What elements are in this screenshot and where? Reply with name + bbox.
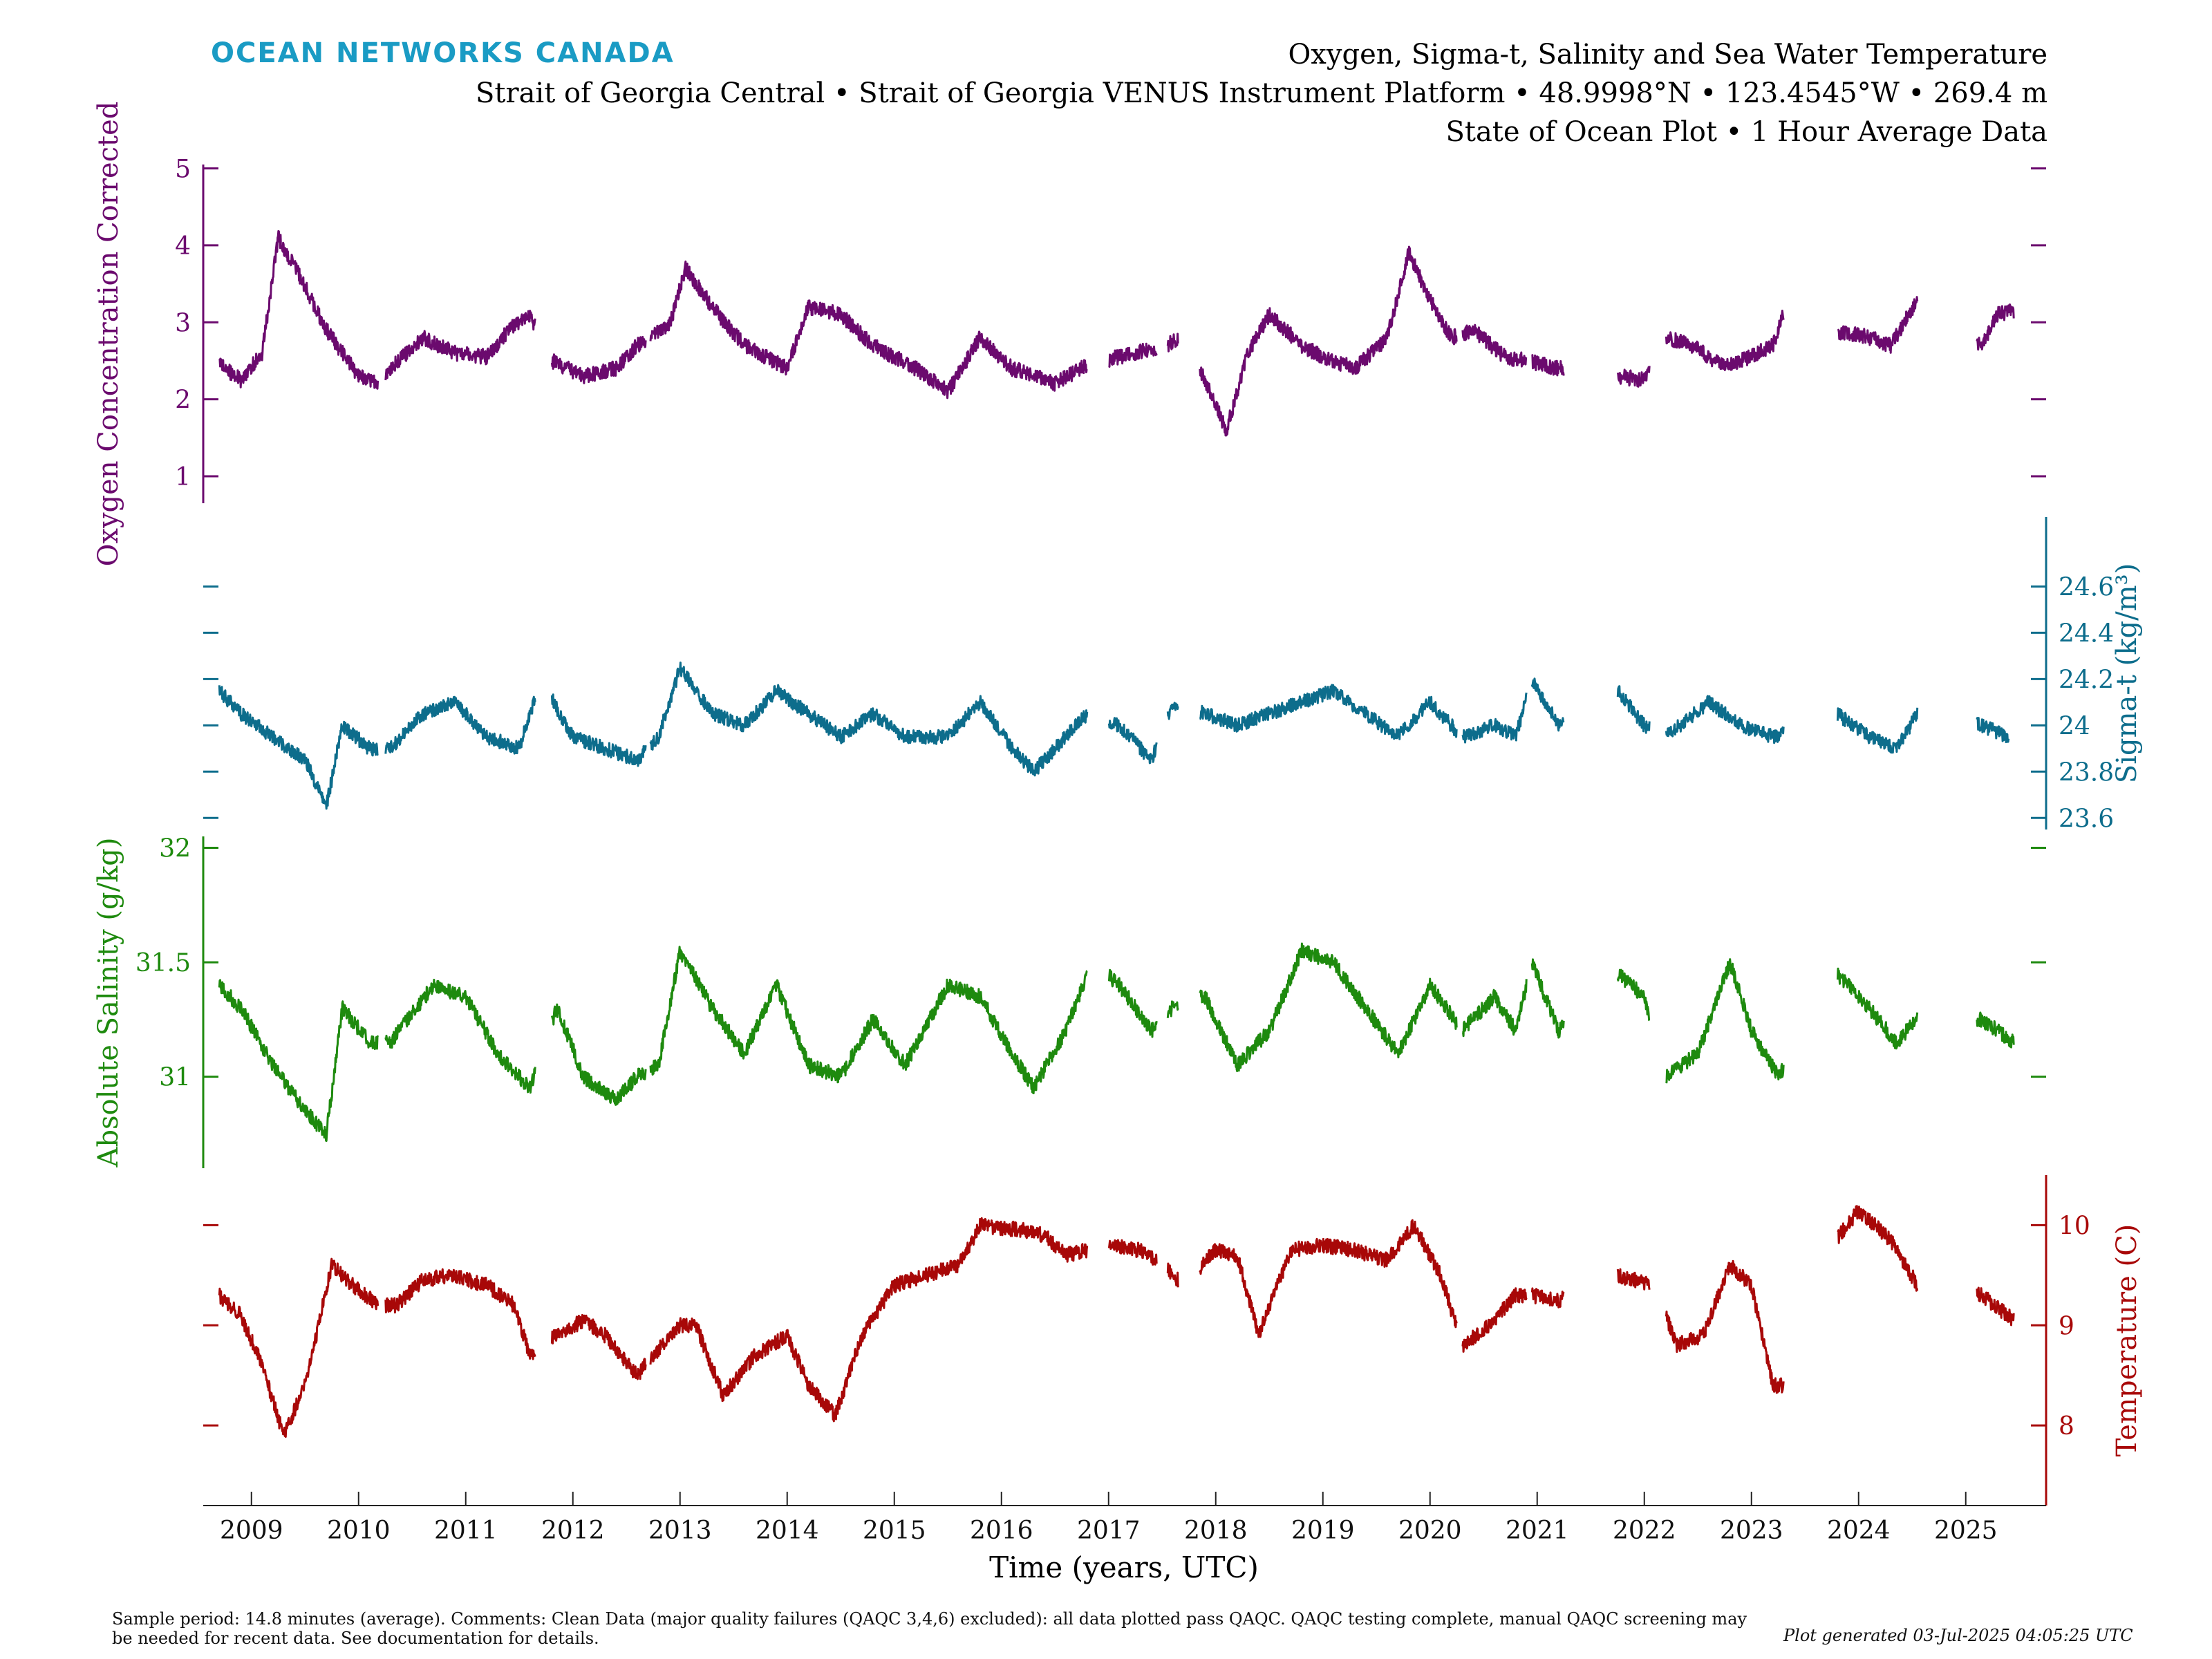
oxygen-concentration-corrected-series-line — [218, 229, 2015, 437]
temperature-series-line — [218, 1205, 2015, 1438]
temperature-panel: 8 9 10 Temperature (C) — [203, 1175, 2143, 1506]
chart-subtitle-plot-type: State of Ocean Plot • 1 Hour Average Dat… — [1445, 116, 2047, 148]
x-tick-label: 2011 — [434, 1517, 498, 1545]
oxygen-concentration-corrected-axis-label: Oxygen Concentration Corrected — [93, 102, 124, 567]
temperature-tick-label: 9 — [2059, 1312, 2074, 1340]
oxygen-concentration-corrected-tick-label: 4 — [175, 232, 191, 261]
x-tick-label: 2009 — [220, 1517, 283, 1545]
sigma-t-tick-label: 24.6 — [2059, 573, 2114, 601]
absolute-salinity-panel: 31 31.5 32 Absolute Salinity (g/kg) — [93, 835, 2046, 1168]
chart-subtitle-location: Strait of Georgia Central • Strait of Ge… — [476, 77, 2047, 109]
sigma-t-tick-label: 23.8 — [2059, 758, 2114, 787]
temperature-tick-label: 10 — [2059, 1212, 2090, 1240]
x-tick-label: 2015 — [863, 1517, 926, 1545]
sigma-t-tick-label: 24 — [2059, 712, 2090, 740]
x-tick-label: 2012 — [541, 1517, 605, 1545]
sigma-t-axis-label: Sigma-t (kg/m³) — [2111, 563, 2143, 783]
oxygen-concentration-corrected-tick-label: 5 — [175, 156, 191, 184]
brand-logo-text: OCEAN NETWORKS CANADA — [211, 37, 675, 69]
x-tick-label: 2019 — [1291, 1517, 1355, 1545]
x-tick-label: 2024 — [1827, 1517, 1891, 1545]
x-tick-label: 2025 — [1934, 1517, 1998, 1545]
sigma-t-tick-label: 23.6 — [2059, 805, 2114, 833]
x-tick-label: 2016 — [970, 1517, 1033, 1545]
absolute-salinity-axis-label: Absolute Salinity (g/kg) — [93, 837, 124, 1168]
temperature-tick-label: 8 — [2059, 1412, 2074, 1441]
x-tick-label: 2010 — [327, 1517, 391, 1545]
x-tick-label: 2023 — [1720, 1517, 1783, 1545]
oxygen-concentration-corrected-panel: 1 2 3 4 5 Oxygen Concentration Corrected — [93, 102, 2046, 567]
plot-generated-timestamp: Plot generated 03-Jul-2025 04:05:25 UTC — [1783, 1626, 2133, 1645]
oxygen-concentration-corrected-tick-label: 3 — [175, 309, 191, 337]
x-axis-label: Time (years, UTC) — [989, 1550, 1259, 1584]
x-tick-label: 2018 — [1184, 1517, 1248, 1545]
x-tick-label: 2021 — [1506, 1517, 1569, 1545]
footnote-text: Sample period: 14.8 minutes (average). C… — [112, 1609, 1747, 1648]
x-axis-ticks: 2009 2010 2011 2012 2013 2014 2015 2016 2017 2018… — [220, 1492, 1998, 1545]
absolute-salinity-tick-label: 31 — [159, 1064, 191, 1092]
chart-title: Oxygen, Sigma-t, Salinity and Sea Water … — [1288, 39, 2047, 71]
x-tick-label: 2017 — [1077, 1517, 1141, 1545]
absolute-salinity-series-line — [218, 942, 2015, 1142]
x-tick-label: 2014 — [756, 1517, 819, 1545]
oxygen-concentration-corrected-tick-label: 2 — [175, 386, 191, 415]
sigma-t-tick-label: 24.4 — [2059, 619, 2114, 648]
x-tick-label: 2020 — [1398, 1517, 1462, 1545]
x-tick-label: 2013 — [648, 1517, 712, 1545]
absolute-salinity-tick-label: 32 — [159, 835, 191, 863]
x-tick-label: 2022 — [1613, 1517, 1676, 1545]
absolute-salinity-tick-label: 31.5 — [135, 949, 191, 977]
oxygen-concentration-corrected-tick-label: 1 — [175, 463, 191, 491]
sigma-t-series-line — [218, 662, 2010, 810]
sigma-t-tick-label: 24.2 — [2059, 666, 2114, 694]
temperature-axis-label: Temperature (C) — [2111, 1224, 2143, 1457]
